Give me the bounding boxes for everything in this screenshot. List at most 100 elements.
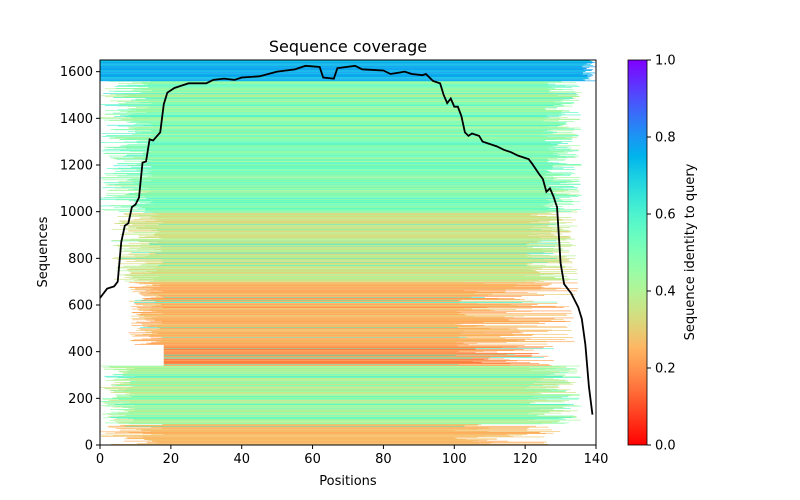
- sequence-row: [113, 165, 554, 167]
- sequence-row: [117, 101, 555, 102]
- sequence-row: [161, 427, 529, 429]
- sequence-row: [131, 396, 569, 398]
- sequence-row: [111, 228, 564, 230]
- sequence-row: [156, 301, 460, 302]
- sequence-row: [133, 188, 578, 190]
- sequence-row: [128, 226, 534, 227]
- sequence-row: [130, 268, 543, 269]
- sequence-row: [160, 304, 538, 305]
- colorbar-axis: 0.0 0.2 0.4 0.6 0.8 1.0: [647, 54, 676, 454]
- sequence-row: [114, 278, 562, 280]
- sequence-row: [137, 228, 531, 229]
- y-tick-label: 1400: [60, 112, 93, 127]
- sequence-row: [104, 368, 578, 370]
- sequence-row: [137, 142, 561, 144]
- sequence-row: [100, 60, 593, 62]
- sequence-row: [123, 141, 562, 143]
- sequence-row: [120, 119, 581, 120]
- sequence-row: [100, 79, 583, 81]
- sequence-row: [104, 375, 563, 377]
- sequence-row: [133, 201, 580, 203]
- sequence-row: [155, 296, 472, 298]
- sequence-row: [163, 433, 507, 435]
- sequence-row: [142, 333, 568, 335]
- sequence-row: [139, 317, 514, 318]
- sequence-row: [138, 139, 545, 141]
- sequence-row: [119, 424, 465, 426]
- sequence-row: [100, 70, 586, 72]
- sequence-row: [100, 76, 592, 77]
- sequence-row: [135, 260, 569, 261]
- sequence-row: [106, 195, 577, 196]
- sequence-row: [142, 152, 569, 154]
- sequence-row: [140, 300, 462, 301]
- sequence-row: [127, 438, 457, 439]
- sequence-row: [101, 95, 577, 97]
- sequence-row: [124, 280, 527, 282]
- sequence-row: [133, 89, 574, 91]
- sequence-row: [101, 133, 553, 134]
- x-tick-label: 120: [513, 452, 538, 467]
- sequence-row: [125, 137, 571, 139]
- sequence-row: [112, 172, 576, 174]
- sequence-row: [142, 178, 554, 180]
- sequence-row: [100, 142, 563, 143]
- sequence-row: [140, 216, 559, 218]
- sequence-row: [123, 265, 566, 267]
- sequence-row: [123, 390, 565, 392]
- sequence-row: [102, 413, 544, 415]
- sequence-row: [122, 232, 551, 234]
- sequence-row: [100, 75, 588, 77]
- sequence-row: [136, 429, 477, 430]
- sequence-row: [148, 440, 479, 441]
- sequence-row: [145, 148, 549, 150]
- sequence-row: [154, 233, 551, 234]
- sequence-row: [151, 103, 572, 105]
- sequence-row: [151, 308, 464, 309]
- sequence-row: [100, 66, 582, 67]
- sequence-row: [163, 364, 511, 366]
- sequence-row: [145, 332, 484, 333]
- sequence-row: [145, 208, 565, 210]
- sequence-row: [146, 270, 538, 272]
- sequence-row: [163, 352, 476, 353]
- sequence-row: [122, 407, 564, 408]
- sequence-row: [113, 369, 546, 371]
- sequence-row: [139, 241, 542, 243]
- sequence-row: [158, 220, 563, 221]
- sequence-row: [114, 223, 550, 224]
- sequence-row: [119, 221, 540, 223]
- sequence-row: [151, 134, 544, 136]
- sequence-row: [145, 92, 582, 93]
- sequence-row: [156, 328, 509, 330]
- sequence-row: [142, 437, 455, 439]
- sequence-row: [124, 214, 558, 215]
- sequence-row: [131, 385, 530, 387]
- sequence-row: [100, 77, 588, 79]
- sequence-row: [128, 332, 524, 334]
- sequence-row: [151, 175, 571, 176]
- sequence-row: [134, 394, 580, 395]
- sequence-row: [135, 109, 563, 111]
- x-tick-label: 20: [163, 452, 180, 467]
- sequence-row: [152, 331, 521, 333]
- sequence-row: [151, 173, 564, 175]
- sequence-row: [122, 421, 558, 423]
- sequence-row: [100, 65, 583, 67]
- sequence-row: [145, 235, 571, 237]
- sequence-row: [158, 281, 463, 283]
- sequence-row: [105, 113, 566, 115]
- sequence-row: [134, 200, 549, 201]
- sequence-row: [146, 442, 494, 443]
- sequence-row: [158, 441, 547, 443]
- sequence-row: [108, 138, 573, 140]
- x-tick-label: 100: [442, 452, 467, 467]
- sequence-row: [153, 277, 563, 279]
- sequence-row: [119, 146, 554, 147]
- sequence-row: [155, 233, 563, 235]
- sequence-row: [158, 223, 559, 225]
- sequence-row: [101, 436, 514, 437]
- sequence-row: [163, 364, 550, 365]
- sequence-row: [113, 168, 553, 170]
- sequence-row: [146, 143, 551, 145]
